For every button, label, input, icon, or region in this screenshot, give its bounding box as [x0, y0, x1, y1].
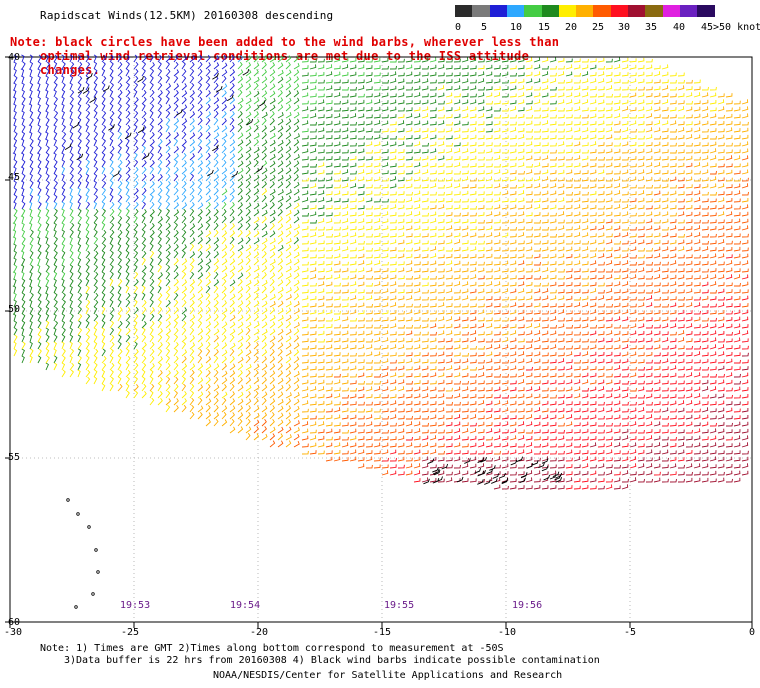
- point-marker: [96, 570, 100, 574]
- lon-label-m25: -25: [121, 627, 140, 638]
- legend-label: 5: [481, 22, 488, 33]
- legend-swatch: [628, 5, 646, 17]
- point-marker: [91, 592, 95, 596]
- legend-label: 40: [673, 22, 686, 33]
- lon-label-m15: -15: [373, 627, 392, 638]
- barb-group: [117, 79, 749, 455]
- lat-label-55: 55: [8, 452, 21, 463]
- point-marker: [74, 605, 78, 609]
- legend-swatch: [455, 5, 473, 17]
- legend-label: 30: [618, 22, 631, 33]
- lon-label-m20: -20: [250, 627, 269, 638]
- point-marker: [76, 512, 80, 516]
- legend-swatch: [541, 5, 560, 17]
- legend-swatch: [472, 5, 491, 17]
- legend-swatch: [576, 5, 594, 17]
- barb-group: [28, 55, 243, 210]
- lon-label-m10: -10: [498, 627, 517, 638]
- barb-group: [13, 57, 725, 413]
- time-label-1953: 19:53: [120, 600, 151, 611]
- lat-label-45: 45: [8, 172, 21, 183]
- contaminated-barbs: [64, 68, 563, 485]
- lat-label-50: 50: [8, 304, 21, 315]
- lon-label-m5: -5: [624, 627, 637, 638]
- lon-label-m30: -30: [4, 627, 23, 638]
- point-marker: [66, 498, 70, 502]
- legend-swatch: [645, 5, 664, 17]
- legend-swatch: [524, 5, 542, 17]
- lon-label-0: 0: [749, 627, 756, 638]
- legend-swatch: [489, 5, 508, 17]
- barb-group: [12, 57, 621, 371]
- barb-group: [12, 54, 236, 210]
- map-frame: [9, 56, 753, 623]
- lat-label-40: 40: [8, 52, 21, 63]
- legend-swatch: [679, 5, 698, 17]
- legend-swatch: [662, 5, 681, 17]
- barb-group: [381, 254, 749, 490]
- legend-label: 45: [701, 22, 714, 33]
- legend-swatch: [506, 5, 525, 17]
- footer-note-1: Note: 1) Times are GMT 2)Times along bot…: [40, 643, 504, 654]
- point-marker: [87, 525, 91, 529]
- legend-label: 10: [510, 22, 523, 33]
- lat-label-60: 60: [8, 617, 21, 628]
- legend-label: 35: [645, 22, 658, 33]
- map-title: Rapidscat Winds(12.5KM) 20160308 descend…: [40, 9, 334, 22]
- barb-group: [12, 55, 437, 301]
- footer-note-2: 3)Data buffer is 22 hrs from 20160308 4)…: [64, 655, 600, 666]
- legend-label: >50 knots: [713, 22, 760, 33]
- footer-credit: NOAA/NESDIS/Center for Satellite Applica…: [213, 670, 563, 681]
- legend-label: 25: [592, 22, 605, 33]
- legend-swatch: [610, 5, 629, 17]
- barb-group: [253, 155, 749, 476]
- time-label-1955: 19:55: [384, 600, 415, 611]
- note-line-1: Note: black circles have been added to t…: [10, 35, 560, 49]
- legend-swatch: [593, 5, 612, 17]
- legend-swatch: [697, 5, 715, 17]
- barb-group: [421, 352, 749, 490]
- time-label-1954: 19:54: [230, 600, 261, 611]
- legend-label: 0: [455, 22, 462, 33]
- point-marker: [94, 548, 98, 552]
- wind-barbs: [12, 54, 749, 490]
- legend-swatch: [558, 5, 577, 17]
- legend-label: 20: [565, 22, 578, 33]
- time-label-1956: 19:56: [512, 600, 543, 611]
- legend-label: 15: [538, 22, 551, 33]
